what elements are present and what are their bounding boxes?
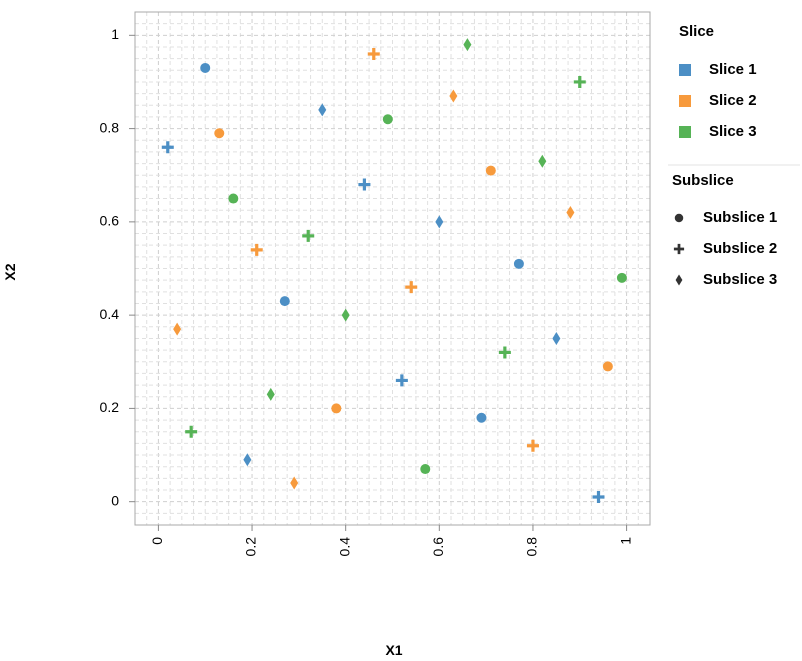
x-axis-title: X1 bbox=[385, 642, 402, 658]
legend-color-title: Slice bbox=[679, 23, 714, 40]
legend-color-swatch bbox=[679, 64, 691, 76]
data-point bbox=[566, 206, 575, 220]
x-tick-label: 1 bbox=[617, 537, 633, 545]
data-point bbox=[173, 322, 182, 336]
data-point bbox=[302, 229, 315, 242]
data-point bbox=[435, 215, 444, 229]
x-tick-label: 0.2 bbox=[243, 537, 259, 557]
data-point bbox=[498, 346, 511, 359]
data-point bbox=[449, 89, 458, 103]
data-point bbox=[200, 62, 211, 73]
legend-color-label: Slice 3 bbox=[709, 123, 757, 140]
legend-color-label: Slice 2 bbox=[709, 92, 757, 109]
data-point bbox=[318, 103, 327, 117]
data-point bbox=[602, 361, 613, 372]
data-point bbox=[214, 128, 225, 139]
data-point bbox=[526, 439, 539, 452]
y-tick-label: 0.8 bbox=[100, 119, 120, 135]
data-point bbox=[367, 47, 380, 60]
data-point bbox=[463, 38, 472, 52]
legend-color-swatch bbox=[679, 95, 691, 107]
data-point bbox=[161, 141, 174, 154]
data-point bbox=[279, 296, 290, 307]
data-point bbox=[538, 154, 547, 168]
data-point bbox=[616, 272, 627, 283]
y-tick-label: 0.6 bbox=[100, 213, 120, 229]
x-tick-label: 0.4 bbox=[336, 537, 352, 557]
data-point bbox=[185, 425, 198, 438]
data-point bbox=[290, 476, 299, 490]
legend-shape-marker bbox=[673, 243, 685, 255]
data-point bbox=[243, 453, 252, 467]
y-tick-label: 0.4 bbox=[100, 306, 120, 322]
y-axis-ticks: 0 0.2 0.4 0.6 0.8 1 bbox=[100, 26, 135, 508]
y-tick-label: 0 bbox=[111, 492, 119, 508]
legend-shape-marker bbox=[674, 213, 684, 223]
legend-shape-marker bbox=[675, 274, 683, 286]
legend-color-label: Slice 1 bbox=[709, 61, 757, 78]
data-point bbox=[513, 258, 524, 269]
data-point bbox=[552, 331, 561, 345]
legend: Slice Slice 1 Slice 2 Slice 3 Subslice Subsli… bbox=[668, 23, 800, 288]
legend-shape-title: Subslice bbox=[672, 172, 734, 189]
data-points bbox=[161, 38, 627, 504]
x-axis-ticks: 0 0.2 0.4 0.6 0.8 1 bbox=[149, 525, 633, 556]
legend-shape-label: Subslice 2 bbox=[703, 240, 777, 257]
data-point bbox=[573, 75, 586, 88]
x-tick-label: 0.8 bbox=[524, 537, 540, 557]
data-point bbox=[485, 165, 496, 176]
data-point bbox=[250, 243, 263, 256]
x-tick-label: 0 bbox=[149, 537, 165, 545]
x-tick-label: 0.6 bbox=[430, 537, 446, 557]
y-axis-title: X2 bbox=[2, 263, 18, 280]
data-point bbox=[420, 464, 431, 475]
legend-shape-label: Subslice 3 bbox=[703, 271, 777, 288]
data-point bbox=[266, 387, 275, 401]
y-tick-label: 0.2 bbox=[100, 399, 120, 415]
legend-color-swatch bbox=[679, 126, 691, 138]
plot-frame bbox=[134, 11, 651, 526]
data-point bbox=[405, 281, 418, 294]
y-tick-label: 1 bbox=[111, 26, 119, 42]
legend-shape-label: Subslice 1 bbox=[703, 209, 777, 226]
data-point bbox=[592, 491, 605, 504]
data-point bbox=[358, 178, 371, 191]
grid bbox=[134, 11, 651, 526]
data-point bbox=[331, 403, 342, 414]
data-point bbox=[476, 412, 487, 423]
data-point bbox=[395, 374, 408, 387]
data-point bbox=[341, 308, 350, 322]
data-point bbox=[382, 114, 393, 125]
data-point bbox=[228, 193, 239, 204]
